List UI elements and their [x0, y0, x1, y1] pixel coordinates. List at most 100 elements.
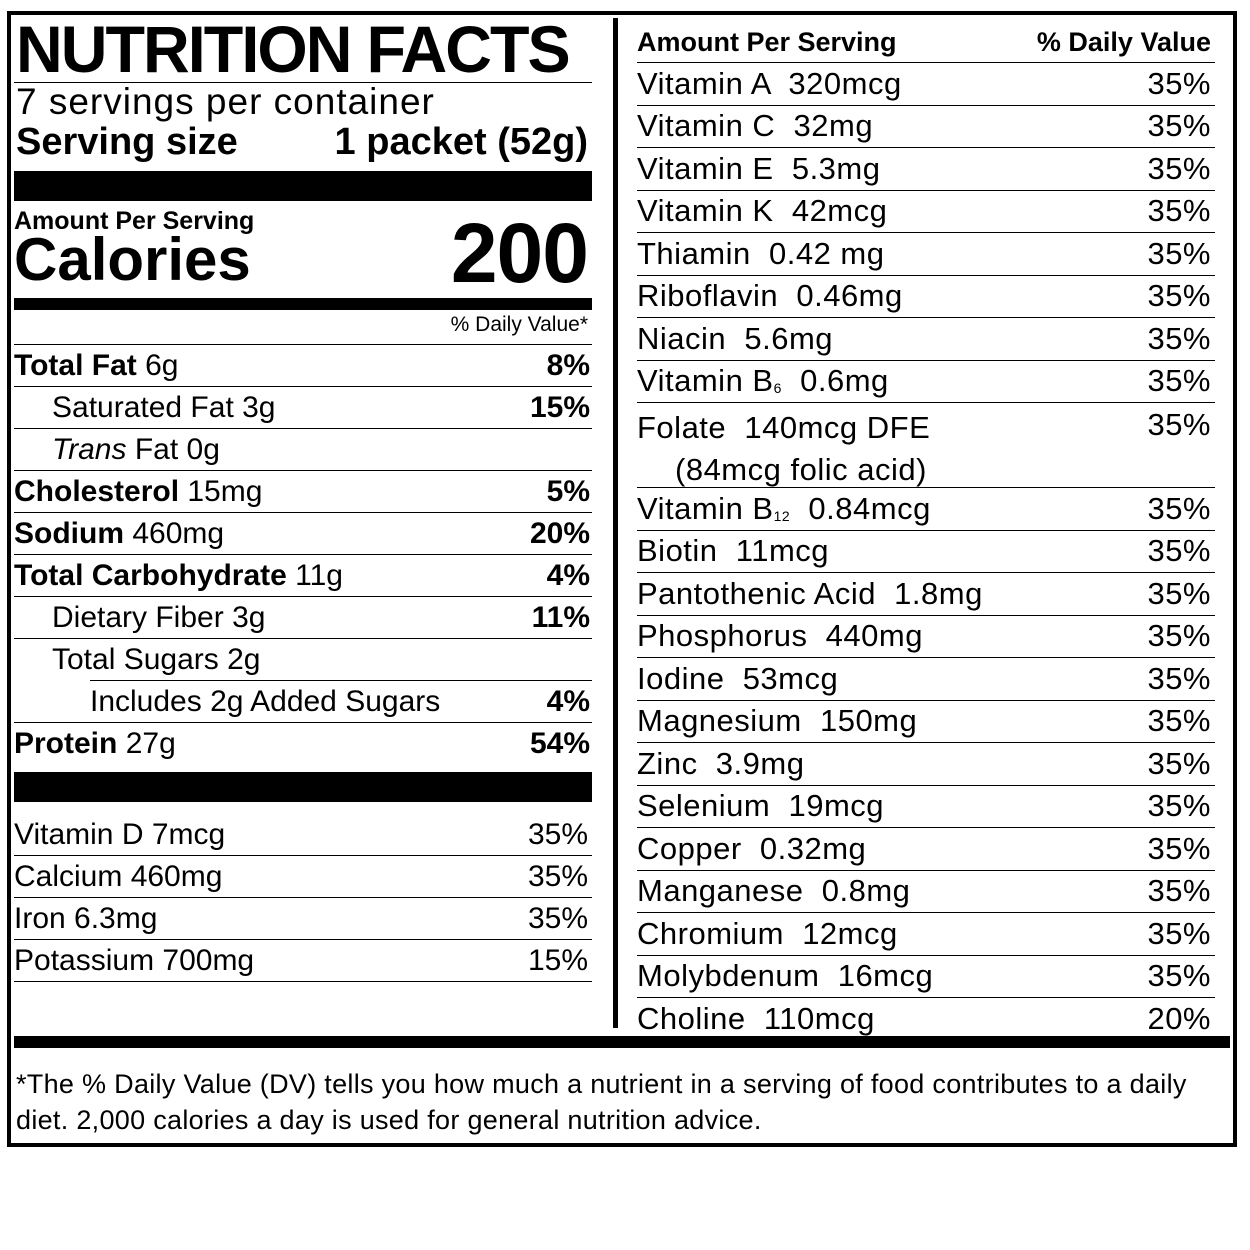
mineral-text: Potassium 700mg: [14, 943, 255, 977]
calories-label: Calories: [14, 226, 251, 293]
vitamin-subscript: 12: [773, 507, 791, 524]
vitamin-row: Zinc 3.9mg 35%: [637, 743, 1215, 786]
vitamin-dv: 35%: [1147, 108, 1211, 144]
serving-size-row: Serving size 1 packet (52g): [16, 121, 592, 163]
column-divider: [613, 18, 618, 1028]
nutrient-row-total-fat: Total Fat 6g 8%: [14, 344, 592, 386]
divider: [14, 82, 592, 83]
label-title: NUTRITION FACTS: [16, 12, 571, 86]
thick-divider: [14, 171, 592, 201]
nutrient-dv: 4%: [546, 684, 590, 718]
vitamin-text-post: 0.84mcg: [790, 490, 931, 526]
vitamin-dv: 35%: [1147, 235, 1211, 271]
vitamin-dv: 35%: [1147, 278, 1211, 314]
vitamin-row: Selenium 19mcg 35%: [637, 786, 1215, 828]
vitamin-dv: 35%: [1147, 703, 1211, 739]
medium-divider: [14, 298, 592, 310]
nutrient-name: Total Fat: [14, 348, 137, 382]
vitamin-row: Iodine 53mcg 35%: [637, 658, 1215, 701]
vitamin-row: Thiamin 0.42 mg 35%: [637, 233, 1215, 276]
vitamin-text: Vitamin B6 0.6mg: [637, 363, 889, 399]
vitamin-row: Folate 140mcg DFE (84mcg folic acid) 35%: [637, 403, 1215, 488]
nutrient-dv: 8%: [546, 348, 590, 382]
nutrient-amount: 0g: [186, 432, 220, 466]
vitamin-dv: 35%: [1147, 150, 1211, 186]
vitamin-dv: 35%: [1147, 575, 1211, 611]
vitamin-dv: 35%: [1147, 830, 1211, 866]
vitamin-text: Thiamin 0.42 mg: [637, 235, 885, 271]
nutrient-amount: 3g: [242, 390, 276, 424]
vitamin-text: Vitamin K 42mcg: [637, 193, 888, 229]
vitamin-text: Vitamin C 32mg: [637, 108, 874, 144]
vitamin-row: Niacin 5.6mg 35%: [637, 318, 1215, 361]
vitamin-text: Choline 110mcg: [637, 1001, 875, 1037]
vitamin-text: Iodine 53mcg: [637, 660, 839, 696]
vitamin-dv: 35%: [1147, 745, 1211, 781]
nutrient-name: Total Sugars: [52, 642, 219, 676]
serving-size-value: 1 packet (52g): [334, 121, 588, 163]
vitamin-row: Molybdenum 16mcg 35%: [637, 956, 1215, 998]
mineral-text: Iron 6.3mg: [14, 901, 158, 935]
vitamin-dv: 20%: [1147, 1001, 1211, 1037]
vitamin-text: Vitamin E 5.3mg: [637, 150, 881, 186]
nutrient-name: Protein: [14, 726, 118, 760]
vitamin-text: Niacin 5.6mg: [637, 320, 834, 356]
left-column: NUTRITION FACTS 7 servings per container…: [14, 14, 592, 982]
vitamin-subscript: 6: [773, 380, 782, 397]
vitamin-text: Vitamin A 320mcg: [637, 65, 902, 101]
servings-per-container: 7 servings per container: [16, 81, 435, 122]
nutrient-dv: 4%: [546, 558, 590, 592]
vitamin-text: Phosphorus 440mg: [637, 618, 923, 654]
nutrient-name: Sodium: [14, 516, 124, 550]
nutrient-amount: 460mg: [132, 516, 225, 550]
nutrient-dv: 15%: [529, 390, 590, 424]
vitamin-row: Vitamin C 32mg 35%: [637, 106, 1215, 148]
vitamin-row: Pantothenic Acid 1.8mg 35%: [637, 573, 1215, 616]
vitamin-row: Copper 0.32mg 35%: [637, 828, 1215, 871]
vitamin-dv: 35%: [1147, 788, 1211, 824]
vitamin-row: Vitamin E 5.3mg 35%: [637, 148, 1215, 191]
vitamin-row: Magnesium 150mg 35%: [637, 701, 1215, 743]
daily-value-header: % Daily Value*: [450, 313, 588, 336]
nutrient-name: Total Carbohydrate: [14, 558, 287, 592]
vitamin-row: Riboflavin 0.46mg 35%: [637, 276, 1215, 318]
vitamin-row: Chromium 12mcg 35%: [637, 913, 1215, 956]
nutrient-name: Includes 2g Added Sugars: [90, 684, 441, 718]
vitamin-text: Chromium 12mcg: [637, 915, 898, 951]
right-header-amount: Amount Per Serving: [637, 27, 897, 57]
vitamin-text: Magnesium 150mg: [637, 703, 918, 739]
nutrient-amount: 3g: [232, 600, 266, 634]
mineral-row-calcium: Calcium 460mg 35%: [14, 856, 592, 898]
nutrient-row-trans-fat: Trans Fat 0g: [14, 428, 592, 470]
nutrient-amount: 6g: [145, 348, 179, 382]
mineral-dv: 15%: [527, 943, 588, 977]
vitamin-row: Vitamin B12 0.84mcg 35%: [637, 488, 1215, 531]
vitamin-text-post: 0.6mg: [781, 363, 889, 399]
mineral-text: Calcium 460mg: [14, 859, 223, 893]
mineral-dv: 35%: [527, 859, 588, 893]
vitamin-list: Vitamin A 320mcg 35% Vitamin C 32mg 35% Vita…: [637, 63, 1215, 1041]
nutrient-name: Dietary Fiber: [52, 600, 224, 634]
vitamin-text: Selenium 19mcg: [637, 788, 885, 824]
nutrient-dv: 54%: [529, 726, 590, 760]
nutrient-name: Cholesterol: [14, 474, 180, 508]
footnote: *The % Daily Value (DV) tells you how mu…: [16, 1069, 1187, 1135]
nutrient-row-total-sugars: Total Sugars 2g: [14, 638, 592, 680]
vitamin-dv: 35%: [1147, 873, 1211, 909]
vitamin-text: Manganese 0.8mg: [637, 873, 911, 909]
nutrient-dv: 20%: [529, 516, 590, 550]
mineral-text: Vitamin D 7mcg: [14, 817, 226, 851]
nutrient-name: Saturated Fat: [52, 390, 234, 424]
bottom-divider: [14, 1036, 1230, 1048]
vitamin-text: Pantothenic Acid 1.8mg: [637, 575, 983, 611]
calories-value: 200: [450, 206, 589, 300]
vitamin-dv: 35%: [1147, 407, 1211, 442]
vitamin-row: Vitamin B6 0.6mg 35%: [637, 361, 1215, 403]
vitamin-text: Zinc 3.9mg: [637, 745, 805, 781]
vitamin-dv: 35%: [1147, 490, 1211, 526]
thick-divider: [14, 772, 592, 802]
calories-row: Calories 200: [14, 211, 592, 295]
vitamin-dv: 35%: [1147, 193, 1211, 229]
vitamin-row: Phosphorus 440mg 35%: [637, 616, 1215, 658]
nutrient-row-total-carbohydrate: Total Carbohydrate 11g 4%: [14, 554, 592, 596]
